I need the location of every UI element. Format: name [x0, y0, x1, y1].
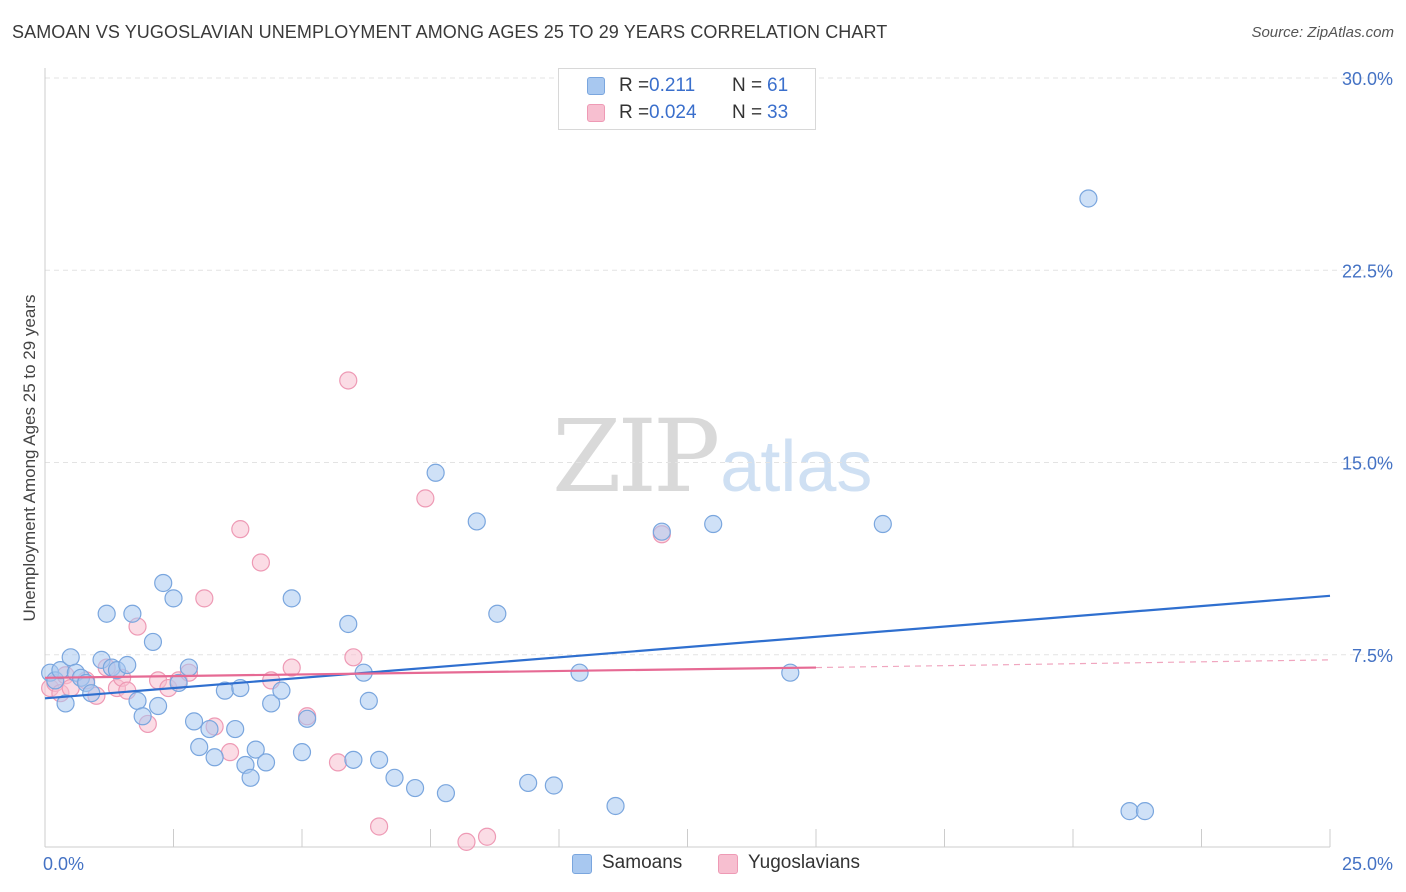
samoans-point: [385, 768, 404, 787]
samoans-point: [1135, 802, 1155, 821]
samoans-point: [128, 691, 147, 710]
watermark-zip: ZIP: [552, 398, 720, 515]
source-label: Source: ZipAtlas.com: [1251, 24, 1394, 41]
yugoslavians-point: [416, 489, 435, 508]
samoans-point: [359, 691, 378, 710]
r-value: 0.211: [649, 75, 696, 96]
yugoslavians-point: [195, 589, 214, 608]
n-value: 33: [767, 102, 789, 123]
samoans-point: [292, 743, 312, 762]
samoans-point: [143, 632, 163, 652]
samoans-point: [436, 784, 456, 803]
samoans-point: [1079, 189, 1098, 208]
yugoslavians-swatch: [587, 104, 605, 122]
yugoslavians-point: [457, 832, 476, 851]
r-label: R =: [619, 102, 650, 123]
yugoslavians-point: [231, 520, 250, 539]
samoans-point: [488, 604, 507, 623]
samoans-point: [298, 709, 317, 728]
samoans-point: [570, 663, 589, 682]
yugoslavians-point: [339, 371, 358, 390]
samoans-swatch: [587, 77, 605, 95]
samoans-point: [344, 750, 363, 769]
y-tick-label: 22.5%: [1342, 261, 1393, 281]
samoans-point: [339, 614, 358, 634]
samoans-point: [873, 514, 892, 534]
x-tick-label: 0.0%: [43, 854, 84, 874]
samoans-point: [184, 712, 204, 731]
samoans-point: [164, 589, 183, 608]
samoans-point: [256, 753, 276, 772]
n-label: N =: [732, 102, 763, 123]
samoans-point: [704, 514, 723, 534]
samoans-point: [467, 512, 486, 531]
y-tick-label: 15.0%: [1342, 454, 1393, 474]
r-value: 0.024: [649, 102, 697, 123]
samoans-point: [56, 694, 75, 713]
samoans-point: [246, 740, 265, 759]
r-label: R =: [619, 75, 650, 96]
samoans-point: [226, 719, 245, 739]
samoans-point: [200, 719, 219, 739]
samoans-point: [190, 737, 209, 757]
samoans-point: [426, 463, 445, 482]
samoans-point: [606, 796, 625, 816]
n-label: N =: [732, 75, 763, 96]
samoans-trend-line: [44, 594, 1331, 700]
samoans-point: [61, 648, 80, 667]
yugoslavians-point: [370, 817, 389, 836]
samoans-point: [519, 773, 538, 793]
watermark-atlas: atlas: [720, 427, 873, 507]
yugoslavians-point: [477, 827, 497, 846]
samoans-point: [544, 776, 563, 795]
samoans-point: [179, 658, 199, 677]
samoans-point: [148, 696, 168, 716]
x-tick-label: 25.0%: [1342, 854, 1393, 874]
chart-title: SAMOAN VS YUGOSLAVIAN UNEMPLOYMENT AMONG…: [12, 22, 888, 42]
n-value: 61: [767, 75, 789, 96]
samoans-point: [205, 748, 224, 767]
yugoslavians-point: [282, 658, 301, 677]
samoans-point: [272, 681, 291, 700]
samoans-point: [405, 778, 425, 798]
correlation-legend: R = 0.211 N = 61 R = 0.024 N = 33: [558, 68, 816, 130]
yugoslavians-point: [220, 743, 240, 762]
samoans-point: [123, 604, 142, 623]
yugoslavians-swatch: [718, 854, 738, 874]
yugoslavians-trend-extension: [815, 659, 1331, 669]
samoans-point: [1120, 802, 1139, 821]
watermark: ZIPatlas: [552, 398, 872, 515]
samoans-point: [652, 522, 671, 541]
samoans-point: [133, 707, 152, 726]
samoans-point: [241, 768, 260, 787]
samoans-point: [118, 655, 137, 675]
legend-label: Samoans: [602, 852, 683, 873]
samoans-point: [262, 694, 281, 713]
samoans-point: [97, 604, 116, 623]
samoans-swatch: [572, 854, 592, 874]
samoans-point: [154, 573, 173, 593]
yugoslavians-point: [344, 648, 363, 667]
yugoslavians-point: [328, 753, 348, 772]
samoans-point: [370, 750, 389, 769]
samoans-point: [282, 589, 301, 608]
y-tick-label: 30.0%: [1342, 69, 1393, 89]
legend-label: Yugoslavians: [748, 852, 860, 873]
y-tick-label: 7.5%: [1352, 646, 1393, 666]
yugoslavians-trend-line: [44, 666, 817, 679]
yugoslavians-point: [251, 553, 270, 572]
